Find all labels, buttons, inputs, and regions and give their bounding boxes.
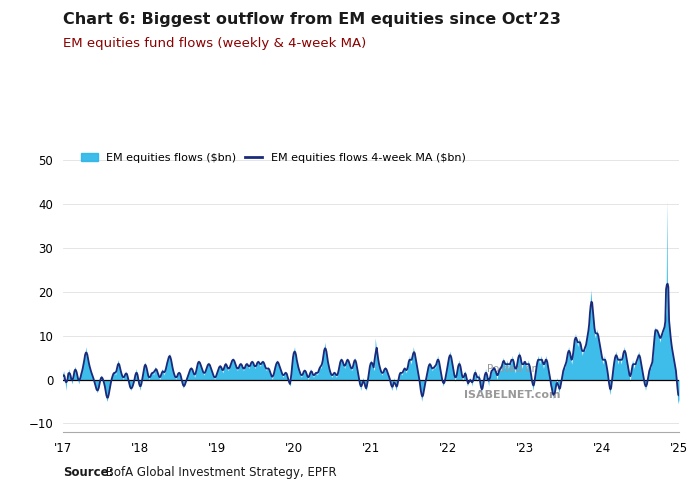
Text: Source:: Source: <box>63 466 113 479</box>
Legend: EM equities flows ($bn), EM equities flows 4-week MA ($bn): EM equities flows ($bn), EM equities flo… <box>81 153 466 163</box>
Text: Chart 6: Biggest outflow from EM equities since Oct’23: Chart 6: Biggest outflow from EM equitie… <box>63 12 561 27</box>
Text: ISABELNET.com: ISABELNET.com <box>464 390 561 400</box>
Text: Posted on: Posted on <box>487 364 538 375</box>
Text: BofA Global Investment Strategy, EPFR: BofA Global Investment Strategy, EPFR <box>102 466 336 479</box>
Text: EM equities fund flows (weekly & 4-week MA): EM equities fund flows (weekly & 4-week … <box>63 37 366 50</box>
